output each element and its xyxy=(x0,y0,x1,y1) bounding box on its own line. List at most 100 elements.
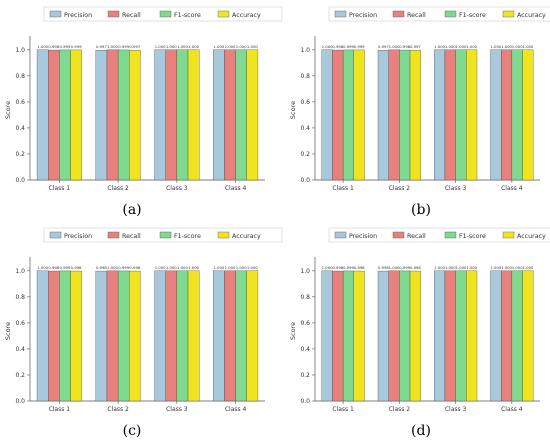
legend-swatch-0 xyxy=(334,10,347,18)
legend-label-0: Precision xyxy=(349,12,377,19)
data-label: 1.000 xyxy=(501,44,512,49)
legend-box xyxy=(43,227,283,243)
data-label: 0.999 xyxy=(354,44,365,49)
legend-label-2: F1-score xyxy=(459,12,486,19)
y-tick-label: 0.4 xyxy=(300,346,310,353)
legend-label-2: F1-score xyxy=(174,12,201,19)
bar-precision-1 xyxy=(36,270,49,402)
data-label: 0.997 xyxy=(129,44,140,49)
legend-box xyxy=(328,227,550,243)
x-tick-label: Class 1 xyxy=(49,185,71,192)
y-tick-label: 0.2 xyxy=(300,151,310,158)
data-label: 0.998 xyxy=(48,44,59,49)
bar-recall-1 xyxy=(48,49,60,181)
legend-label-0: Precision xyxy=(64,12,92,19)
bar-f1-score-1 xyxy=(342,49,354,181)
y-axis-label: Score xyxy=(289,322,297,340)
x-tick-label: Class 2 xyxy=(389,185,411,192)
bar-accuracy-1 xyxy=(353,270,365,402)
data-label: 1.000 xyxy=(37,44,48,49)
data-label: 1.000 xyxy=(188,265,199,270)
bar-accuracy-3 xyxy=(187,49,200,181)
data-label: 1.000 xyxy=(522,44,533,49)
data-label: 1.000 xyxy=(322,44,333,49)
legend-swatch-2 xyxy=(159,10,172,18)
legend-label-2: F1-score xyxy=(174,233,201,240)
legend-label-3: Accuracy xyxy=(232,233,261,240)
bar-accuracy-1 xyxy=(70,49,82,181)
data-label: 0.997 xyxy=(96,44,107,49)
bar-precision-2 xyxy=(95,270,108,402)
bar-accuracy-2 xyxy=(129,50,141,181)
bar-f1-score-2 xyxy=(117,270,130,402)
y-axis-label: Score xyxy=(4,101,12,119)
bar-recall-3 xyxy=(165,49,178,181)
bar-recall-3 xyxy=(444,270,456,402)
bar-precision-4 xyxy=(490,270,502,402)
bar-accuracy-3 xyxy=(466,49,478,181)
data-label: 0.999 xyxy=(60,265,71,270)
data-label: 0.998 xyxy=(378,265,389,270)
data-label: 1.000 xyxy=(37,265,48,270)
legend-swatch-2 xyxy=(159,231,172,239)
legend-swatch-2 xyxy=(444,10,457,18)
data-label: 0.999 xyxy=(343,265,354,270)
bar-precision-3 xyxy=(154,49,166,181)
legend-swatch-0 xyxy=(49,231,62,239)
bar-recall-4 xyxy=(501,49,513,181)
legend-label-1: Recall xyxy=(407,233,426,240)
data-label: 1.000 xyxy=(490,44,501,49)
data-label: 1.000 xyxy=(188,44,199,49)
y-tick-label: 0.6 xyxy=(15,320,25,327)
legend-label-1: Recall xyxy=(407,12,426,19)
data-label: 1.000 xyxy=(434,265,445,270)
legend-swatch-1 xyxy=(392,10,405,18)
data-label: 1.000 xyxy=(166,265,177,270)
data-label: 1.000 xyxy=(247,265,258,270)
x-tick-label: Class 3 xyxy=(445,185,467,192)
y-axis-label: Score xyxy=(289,101,297,119)
y-tick-label: 0.8 xyxy=(300,294,310,301)
panel-b: Precision Recall F1-score Accuracy 0.0 0.2 0.4… xyxy=(275,0,550,220)
bar-precision-3 xyxy=(154,270,166,402)
x-tick-label: Class 4 xyxy=(225,406,247,413)
y-tick-label: 0.4 xyxy=(15,346,25,353)
bar-f1-score-2 xyxy=(399,49,411,181)
bar-recall-3 xyxy=(165,270,178,402)
data-label: 0.999 xyxy=(343,44,354,49)
y-tick-label: 0.0 xyxy=(15,398,25,405)
y-tick-label: 0.6 xyxy=(300,99,310,106)
legend-swatch-2 xyxy=(444,231,457,239)
data-label: 0.998 xyxy=(48,265,59,270)
bar-f1-score-4 xyxy=(235,49,247,181)
y-tick-label: 0.0 xyxy=(300,398,310,405)
chart-d: Precision Recall F1-score Accuracy 0.0 0.2 0.4… xyxy=(289,227,550,413)
bar-recall-1 xyxy=(332,270,344,402)
legend-swatch-3 xyxy=(217,231,230,239)
data-label: 1.000 xyxy=(177,44,188,49)
bar-precision-4 xyxy=(213,49,225,181)
y-tick-label: 1.0 xyxy=(300,268,310,275)
panel-label-a: (a) xyxy=(122,202,142,218)
data-label: 0.999 xyxy=(118,265,129,270)
data-label: 0.999 xyxy=(71,44,82,49)
data-label: 1.000 xyxy=(434,44,445,49)
bar-recall-1 xyxy=(332,49,344,181)
x-tick-label: Class 2 xyxy=(107,406,129,413)
legend-swatch-3 xyxy=(502,231,515,239)
bar-f1-score-4 xyxy=(235,270,247,402)
legend-swatch-3 xyxy=(502,10,515,18)
data-label: 0.999 xyxy=(60,44,71,49)
y-tick-label: 0.4 xyxy=(15,125,25,132)
data-label: 1.000 xyxy=(389,265,400,270)
bar-recall-2 xyxy=(106,270,119,402)
y-tick-label: 0.0 xyxy=(300,177,310,184)
bar-accuracy-1 xyxy=(353,49,365,181)
y-tick-label: 1.0 xyxy=(15,268,25,275)
panel-label-c: (c) xyxy=(122,423,142,439)
data-label: 1.000 xyxy=(107,265,118,270)
y-tick-label: 0.8 xyxy=(15,73,25,80)
legend-label-1: Recall xyxy=(122,233,141,240)
y-tick-label: 0.2 xyxy=(300,372,310,379)
y-tick-label: 0.0 xyxy=(15,177,25,184)
